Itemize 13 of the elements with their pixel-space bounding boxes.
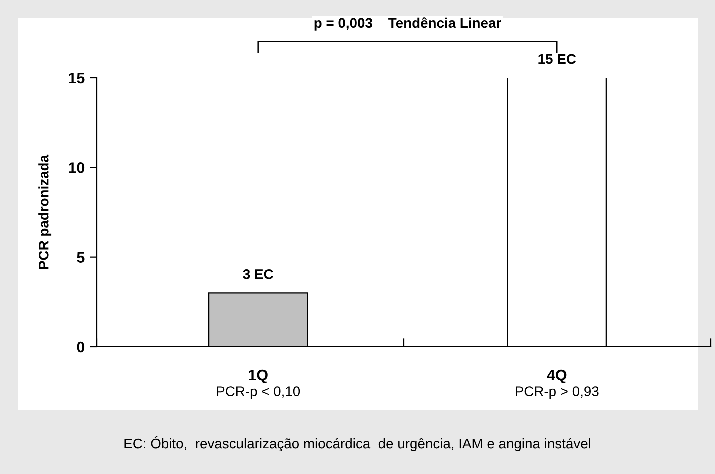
text: p = 0,003 Tendência Linear: [314, 18, 502, 31]
data-label: 3 EC: [243, 270, 274, 280]
y-tick-label: 10: [69, 162, 85, 174]
x-tick-label: 1Q: [249, 370, 268, 384]
text: EC: Óbito, revascularização miocárdica de urgência, IAM e angina instável: [124, 436, 590, 452]
text: PCR-p > 0,93: [516, 386, 599, 400]
y-tick-label: 5: [77, 252, 85, 264]
y-axis-title: PCR padronizada: [38, 154, 52, 270]
y-tick-label: 15: [69, 73, 85, 84]
data-label: 15 EC: [538, 54, 576, 64]
y-tick-label: 0: [77, 342, 85, 353]
text: PCR-p < 0,10: [217, 386, 300, 400]
x-tick-label: 4Q: [547, 370, 567, 384]
